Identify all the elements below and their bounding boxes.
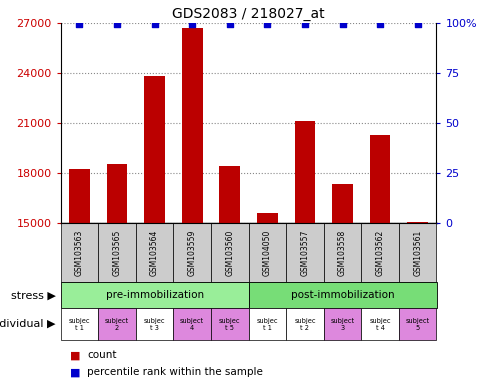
Text: GSM103561: GSM103561	[412, 229, 422, 276]
Text: count: count	[87, 350, 117, 360]
Text: subjec
t 2: subjec t 2	[294, 318, 315, 331]
Bar	[286, 223, 323, 282]
Point	[338, 21, 346, 27]
Text: subject
4: subject 4	[180, 318, 204, 331]
Text: subjec
t 1: subjec t 1	[256, 318, 277, 331]
Point	[263, 21, 271, 27]
Point	[113, 21, 121, 27]
Bar	[248, 282, 436, 308]
Point	[226, 21, 233, 27]
Text: GSM103565: GSM103565	[112, 229, 121, 276]
Bar	[211, 223, 248, 282]
Bar	[106, 164, 127, 223]
Text: subject
3: subject 3	[330, 318, 354, 331]
Text: GSM103564: GSM103564	[150, 229, 159, 276]
Point	[413, 21, 421, 27]
Bar	[98, 308, 136, 340]
Text: subjec
t 5: subjec t 5	[219, 318, 240, 331]
Bar	[361, 308, 398, 340]
Bar	[369, 134, 390, 223]
Bar	[136, 308, 173, 340]
Point	[301, 21, 308, 27]
Bar	[323, 308, 361, 340]
Text: GSM103557: GSM103557	[300, 229, 309, 276]
Bar	[398, 223, 436, 282]
Point	[188, 21, 196, 27]
Point	[151, 21, 158, 27]
Text: GSM103562: GSM103562	[375, 229, 384, 276]
Bar	[332, 184, 352, 223]
Text: subject
5: subject 5	[405, 318, 429, 331]
Text: GSM104050: GSM104050	[262, 229, 272, 276]
Text: GSM103559: GSM103559	[187, 229, 197, 276]
Text: subjec
t 3: subjec t 3	[144, 318, 165, 331]
Bar	[294, 121, 315, 223]
Bar	[257, 213, 277, 223]
Bar	[136, 223, 173, 282]
Point	[376, 21, 383, 27]
Bar	[248, 223, 286, 282]
Bar	[361, 223, 398, 282]
Text: post-immobilization: post-immobilization	[290, 290, 393, 300]
Text: pre-immobilization: pre-immobilization	[106, 290, 203, 300]
Text: ■: ■	[70, 350, 81, 360]
Bar	[144, 76, 165, 223]
Bar	[98, 223, 136, 282]
Text: percentile rank within the sample: percentile rank within the sample	[87, 367, 263, 377]
Text: GSM103558: GSM103558	[337, 229, 347, 276]
Bar	[219, 166, 240, 223]
Bar	[211, 308, 248, 340]
Title: GDS2083 / 218027_at: GDS2083 / 218027_at	[172, 7, 324, 21]
Text: subject
2: subject 2	[105, 318, 129, 331]
Bar	[407, 222, 427, 223]
Bar	[182, 28, 202, 223]
Point	[76, 21, 83, 27]
Text: subjec
t 4: subjec t 4	[369, 318, 390, 331]
Text: ■: ■	[70, 367, 81, 377]
Bar	[173, 308, 211, 340]
Bar	[173, 223, 211, 282]
Bar	[60, 282, 248, 308]
Bar	[69, 169, 90, 223]
Bar	[60, 308, 98, 340]
Bar	[398, 308, 436, 340]
Text: GSM103560: GSM103560	[225, 229, 234, 276]
Bar	[248, 308, 286, 340]
Text: individual ▶: individual ▶	[0, 319, 56, 329]
Bar	[323, 223, 361, 282]
Bar	[60, 223, 98, 282]
Bar	[286, 308, 323, 340]
Text: stress ▶: stress ▶	[11, 290, 56, 300]
Text: subjec
t 1: subjec t 1	[69, 318, 90, 331]
Text: GSM103563: GSM103563	[75, 229, 84, 276]
